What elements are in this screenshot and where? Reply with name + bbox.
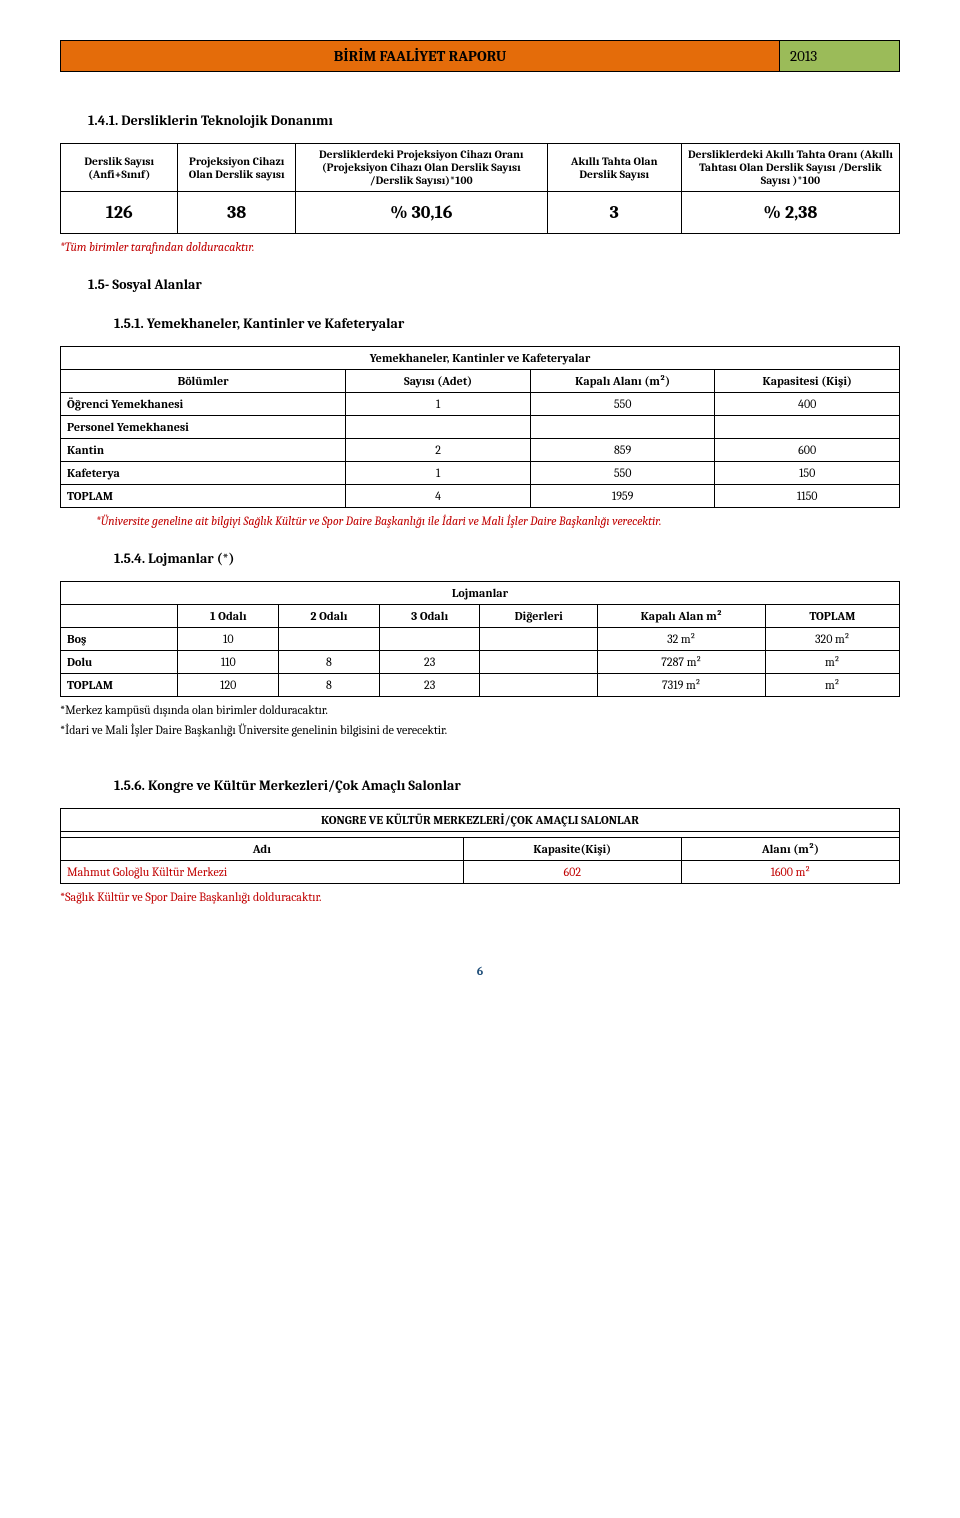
doc-title: BİRİM FAALİYET RAPORU — [60, 40, 780, 72]
t3-h1: 1 Odalı — [178, 605, 279, 628]
note-t4: *Sağlık Kültür ve Spor Daire Başkanlığı … — [60, 890, 900, 904]
t4-h1: Kapasite(Kişi) — [463, 838, 681, 861]
t1-h3: Akıllı Tahta Olan Derslik Sayısı — [547, 144, 681, 192]
t4-caption: KONGRE VE KÜLTÜR MERKEZLERİ/ÇOK AMAÇLI S… — [61, 809, 900, 832]
t4-h2: Alanı (m²) — [681, 838, 899, 861]
note-t3b: *İdari ve Mali İşler Daire Başkanlığı Ün… — [60, 723, 900, 737]
table-cell: 8 — [279, 651, 380, 674]
t2-caption: Yemekhaneler, Kantinler ve Kafeteryalar — [61, 347, 900, 370]
table-derslik-teknoloji: Derslik Sayısı (Anfi+Sınıf) Projeksiyon … — [60, 143, 900, 234]
table-cell: 600 — [715, 439, 900, 462]
t1-c2: % 30,16 — [295, 192, 547, 234]
heading-1-5-1: 1.5.1. Yemekhaneler, Kantinler ve Kafete… — [60, 315, 900, 332]
table-cell: Dolu — [61, 651, 178, 674]
table-cell: 2 — [346, 439, 531, 462]
note-t3a: *Merkez kampüsü dışında olan birimler do… — [60, 703, 900, 717]
t3-caption: Lojmanlar — [61, 582, 900, 605]
table-cell: 7319 m² — [597, 674, 765, 697]
table-cell: m² — [765, 651, 899, 674]
table-cell: 1 — [346, 462, 531, 485]
table-cell: 400 — [715, 393, 900, 416]
table-yemekhaneler: Yemekhaneler, Kantinler ve Kafeteryalar … — [60, 346, 900, 508]
t2-h0: Bölümler — [61, 370, 346, 393]
t2-h3: Kapasitesi (Kişi) — [715, 370, 900, 393]
table-cell — [279, 628, 380, 651]
t1-h4: Dersliklerdeki Akıllı Tahta Oranı (Akıll… — [681, 144, 899, 192]
t3-h4: Diğerleri — [480, 605, 597, 628]
table-cell: 10 — [178, 628, 279, 651]
table-cell: 1150 — [715, 485, 900, 508]
table-cell: m² — [765, 674, 899, 697]
table-cell: TOPLAM — [61, 485, 346, 508]
t3-h0 — [61, 605, 178, 628]
page-number: 6 — [60, 964, 900, 978]
t4-name: Mahmut Goloğlu Kültür Merkezi — [61, 861, 464, 884]
table-cell — [379, 628, 480, 651]
table-cell — [480, 628, 597, 651]
table-cell: 120 — [178, 674, 279, 697]
table-cell: 550 — [530, 462, 715, 485]
table-cell: Öğrenci Yemekhanesi — [61, 393, 346, 416]
table-cell: 320 m² — [765, 628, 899, 651]
t1-h0: Derslik Sayısı (Anfi+Sınıf) — [61, 144, 178, 192]
doc-header: BİRİM FAALİYET RAPORU 2013 — [60, 40, 900, 72]
table-cell — [480, 674, 597, 697]
note-t2: *Üniversite geneline ait bilgiyi Sağlık … — [60, 514, 900, 528]
t3-h5: Kapalı Alan m² — [597, 605, 765, 628]
table-cell: TOPLAM — [61, 674, 178, 697]
table-cell — [346, 416, 531, 439]
table-cell: 150 — [715, 462, 900, 485]
t1-c4: % 2,38 — [681, 192, 899, 234]
heading-1-5-4: 1.5.4. Lojmanlar (*) — [60, 550, 900, 567]
table-cell: 1959 — [530, 485, 715, 508]
t1-h1: Projeksiyon Cihazı Olan Derslik sayısı — [178, 144, 295, 192]
table-cell: Personel Yemekhanesi — [61, 416, 346, 439]
note-t1: *Tüm birimler tarafından dolduracaktır. — [60, 240, 900, 254]
table-cell: Kantin — [61, 439, 346, 462]
table-cell — [480, 651, 597, 674]
t1-c1: 38 — [178, 192, 295, 234]
table-cell: 32 m² — [597, 628, 765, 651]
t3-h2: 2 Odalı — [279, 605, 380, 628]
t4-h0: Adı — [61, 838, 464, 861]
table-cell: 1 — [346, 393, 531, 416]
t3-h3: 3 Odalı — [379, 605, 480, 628]
table-cell: Boş — [61, 628, 178, 651]
heading-1-4-1: 1.4.1. Dersliklerin Teknolojik Donanımı — [60, 112, 900, 129]
table-cell: 7287 m² — [597, 651, 765, 674]
table-cell: Kafeterya — [61, 462, 346, 485]
t2-h1: Sayısı (Adet) — [346, 370, 531, 393]
t1-c0: 126 — [61, 192, 178, 234]
heading-1-5: 1.5- Sosyal Alanlar — [60, 276, 900, 293]
table-cell: 4 — [346, 485, 531, 508]
t4-v1: 602 — [463, 861, 681, 884]
t1-c3: 3 — [547, 192, 681, 234]
table-cell — [715, 416, 900, 439]
t1-h2: Dersliklerdeki Projeksiyon Cihazı Oranı … — [295, 144, 547, 192]
table-cell: 859 — [530, 439, 715, 462]
table-cell: 23 — [379, 651, 480, 674]
table-cell: 110 — [178, 651, 279, 674]
doc-year: 2013 — [780, 40, 900, 72]
t3-h6: TOPLAM — [765, 605, 899, 628]
table-cell — [530, 416, 715, 439]
table-cell: 550 — [530, 393, 715, 416]
table-cell: 8 — [279, 674, 380, 697]
t2-h2: Kapalı Alanı (m²) — [530, 370, 715, 393]
table-cell: 23 — [379, 674, 480, 697]
t4-v2: 1600 m² — [681, 861, 899, 884]
heading-1-5-6: 1.5.6. Kongre ve Kültür Merkezleri/Çok A… — [60, 777, 900, 794]
table-kongre: KONGRE VE KÜLTÜR MERKEZLERİ/ÇOK AMAÇLI S… — [60, 808, 900, 884]
table-lojmanlar: Lojmanlar 1 Odalı 2 Odalı 3 Odalı Diğerl… — [60, 581, 900, 697]
